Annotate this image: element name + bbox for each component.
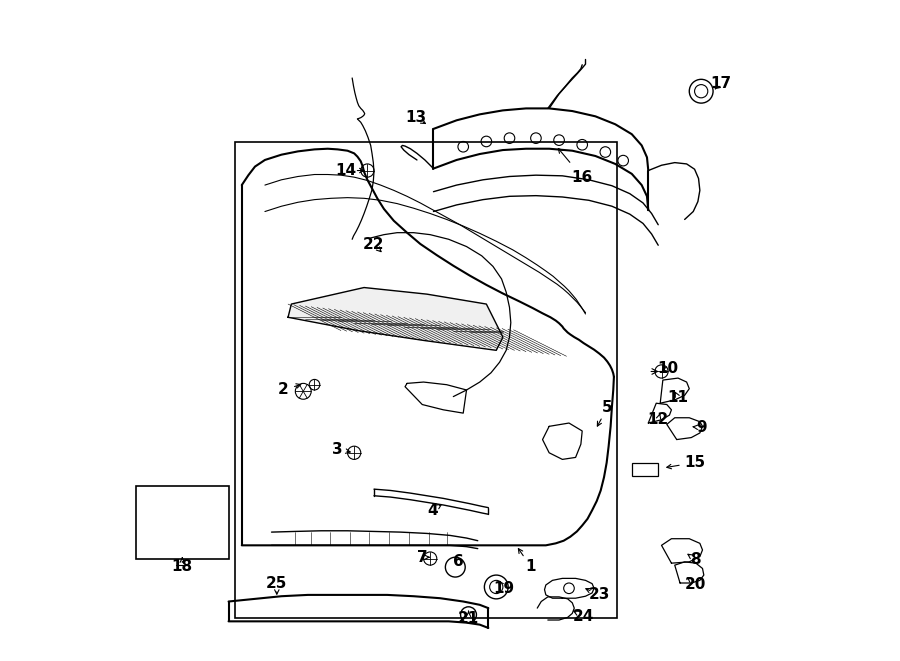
Text: 21: 21 [458,611,479,625]
Text: 14: 14 [335,163,356,178]
Text: 8: 8 [690,553,701,567]
Text: 25: 25 [266,576,287,590]
Text: 3: 3 [332,442,343,457]
Text: 24: 24 [572,609,594,623]
Polygon shape [288,288,503,350]
Text: 12: 12 [648,412,669,427]
Text: 15: 15 [684,455,705,470]
Text: 13: 13 [405,110,427,125]
Text: 5: 5 [602,401,613,415]
FancyBboxPatch shape [632,463,658,476]
Text: 16: 16 [572,170,593,184]
Text: 20: 20 [685,577,706,592]
Text: 4: 4 [427,503,437,518]
Text: 7: 7 [417,550,428,564]
FancyBboxPatch shape [136,486,229,559]
Text: 6: 6 [454,555,464,569]
Text: 11: 11 [668,391,688,405]
Text: 2: 2 [278,383,289,397]
Text: 19: 19 [493,581,515,596]
Text: 22: 22 [364,237,384,252]
Text: 9: 9 [696,420,706,435]
Text: 17: 17 [710,77,732,91]
Text: 18: 18 [172,559,193,574]
Text: 23: 23 [589,588,610,602]
Text: 10: 10 [658,362,679,376]
Text: 1: 1 [526,559,536,574]
